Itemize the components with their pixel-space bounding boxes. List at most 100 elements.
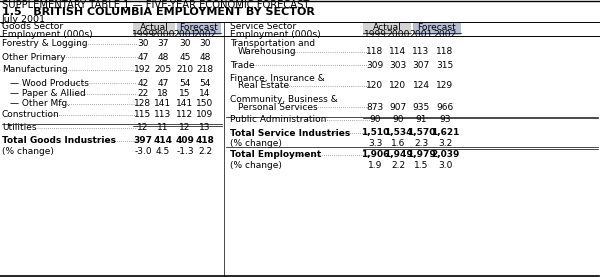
Text: 2002: 2002 (433, 30, 457, 39)
Text: 418: 418 (196, 136, 214, 145)
Text: 150: 150 (196, 99, 214, 109)
Text: 2002: 2002 (193, 30, 217, 39)
Text: 2001: 2001 (409, 30, 433, 39)
Text: 205: 205 (154, 65, 172, 75)
Text: Transportation and: Transportation and (230, 40, 315, 48)
Text: 54: 54 (199, 78, 211, 88)
Text: 1,949: 1,949 (383, 150, 412, 159)
Text: 1,534: 1,534 (384, 129, 412, 137)
Text: 37: 37 (157, 40, 169, 48)
Text: Public Administration: Public Administration (230, 116, 326, 124)
Text: 303: 303 (389, 60, 407, 70)
Text: 45: 45 (179, 53, 191, 61)
Text: 3.2: 3.2 (438, 139, 452, 148)
Text: Total Employment: Total Employment (230, 150, 321, 159)
Text: 22: 22 (137, 89, 149, 98)
Text: Service Sector: Service Sector (230, 22, 296, 31)
Text: Finance, Insurance &: Finance, Insurance & (230, 73, 325, 83)
Text: 113: 113 (154, 110, 172, 119)
Text: 966: 966 (436, 102, 454, 112)
Text: 1,979: 1,979 (407, 150, 436, 159)
Text: July 2001: July 2001 (2, 16, 46, 24)
Text: 3.3: 3.3 (368, 139, 382, 148)
Text: 1,621: 1,621 (431, 129, 459, 137)
Text: 409: 409 (176, 136, 194, 145)
Text: 1,570: 1,570 (407, 129, 435, 137)
Text: 30: 30 (199, 40, 211, 48)
Text: 90: 90 (369, 116, 381, 124)
Text: 309: 309 (367, 60, 383, 70)
Text: 128: 128 (134, 99, 152, 109)
Text: 14: 14 (199, 89, 211, 98)
Text: 873: 873 (367, 102, 383, 112)
Text: 47: 47 (157, 78, 169, 88)
Text: Utilities: Utilities (2, 123, 37, 132)
Text: — Other Mfg.: — Other Mfg. (10, 99, 70, 109)
Text: -3.0: -3.0 (134, 147, 152, 155)
Text: 113: 113 (412, 47, 430, 57)
Text: 2,039: 2,039 (431, 150, 459, 159)
Text: 1.6: 1.6 (391, 139, 405, 148)
Text: Employment (000s): Employment (000s) (2, 30, 92, 39)
Text: 48: 48 (199, 53, 211, 61)
Text: 4.5: 4.5 (156, 147, 170, 155)
Text: -1.3: -1.3 (176, 147, 194, 155)
Text: 115: 115 (134, 110, 152, 119)
Text: 1.5: 1.5 (414, 160, 428, 170)
Text: 15: 15 (179, 89, 191, 98)
Text: (% change): (% change) (230, 139, 282, 148)
Text: — Wood Products: — Wood Products (10, 78, 89, 88)
Text: Total Goods Industries: Total Goods Industries (2, 136, 116, 145)
Text: Trade: Trade (230, 60, 254, 70)
Text: 218: 218 (196, 65, 214, 75)
Text: Other Primary: Other Primary (2, 53, 65, 61)
Text: 12: 12 (137, 123, 149, 132)
Text: Actual: Actual (140, 23, 169, 32)
Text: 141: 141 (176, 99, 194, 109)
Text: 124: 124 (413, 81, 430, 91)
Bar (133, 22, 175, 35)
Text: Actual: Actual (373, 23, 401, 32)
Text: 2.2: 2.2 (391, 160, 405, 170)
Text: 109: 109 (196, 110, 214, 119)
Text: 192: 192 (134, 65, 152, 75)
Text: Warehousing: Warehousing (238, 47, 296, 57)
Text: 1999: 1999 (131, 30, 155, 39)
Text: Goods Sector: Goods Sector (2, 22, 63, 31)
Text: Forecast: Forecast (179, 23, 218, 32)
Text: 210: 210 (176, 65, 194, 75)
Text: 48: 48 (157, 53, 169, 61)
Text: 141: 141 (154, 99, 172, 109)
Text: Employment (000s): Employment (000s) (230, 30, 320, 39)
Text: 907: 907 (389, 102, 407, 112)
Bar (177, 22, 221, 35)
Text: Forecast: Forecast (418, 23, 457, 32)
Text: 114: 114 (389, 47, 407, 57)
Text: 1,510: 1,510 (361, 129, 389, 137)
Text: 414: 414 (154, 136, 173, 145)
Text: 42: 42 (137, 78, 149, 88)
Text: 2.3: 2.3 (414, 139, 428, 148)
Text: 935: 935 (412, 102, 430, 112)
Text: 12: 12 (179, 123, 191, 132)
Text: 397: 397 (133, 136, 152, 145)
Text: 91: 91 (415, 116, 427, 124)
Text: 112: 112 (176, 110, 194, 119)
Text: 1.9: 1.9 (368, 160, 382, 170)
Text: 30: 30 (137, 40, 149, 48)
Text: 13: 13 (199, 123, 211, 132)
Text: Community, Business &: Community, Business & (230, 94, 338, 104)
Text: Real Estate: Real Estate (238, 81, 289, 91)
Text: Manufacturing: Manufacturing (2, 65, 68, 75)
Text: Construction: Construction (2, 110, 60, 119)
Text: 129: 129 (436, 81, 454, 91)
Text: 90: 90 (392, 116, 404, 124)
Text: 93: 93 (439, 116, 451, 124)
Text: 47: 47 (137, 53, 149, 61)
Text: 1999: 1999 (364, 30, 386, 39)
Text: 2.2: 2.2 (198, 147, 212, 155)
Text: 2000: 2000 (386, 30, 410, 39)
Text: 2001: 2001 (173, 30, 197, 39)
Text: Forestry & Logging: Forestry & Logging (2, 40, 88, 48)
Text: 120: 120 (367, 81, 383, 91)
